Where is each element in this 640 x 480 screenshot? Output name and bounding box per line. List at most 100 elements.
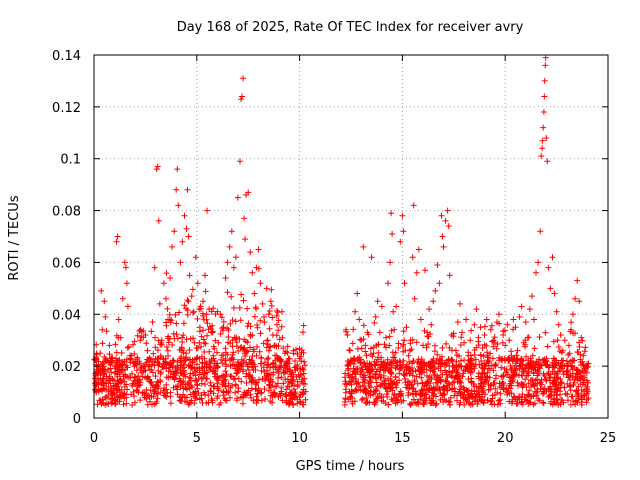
data-point (378, 303, 385, 310)
data-point (289, 378, 295, 385)
data-point (511, 365, 518, 371)
data-point (497, 396, 504, 403)
data-point (380, 398, 387, 405)
data-point (468, 357, 475, 364)
data-point (448, 373, 455, 380)
data-point (563, 358, 570, 364)
data-point (568, 326, 574, 333)
data-point (292, 358, 298, 364)
data-point (98, 361, 105, 368)
data-point (165, 368, 172, 375)
data-point (124, 386, 131, 393)
data-point (391, 391, 398, 397)
data-point (275, 327, 282, 334)
data-point (239, 93, 245, 100)
data-point (513, 371, 520, 378)
data-point (416, 360, 423, 367)
data-point (468, 375, 475, 382)
data-point (274, 364, 280, 371)
data-point (117, 334, 124, 341)
data-point (187, 335, 194, 342)
data-point (361, 379, 368, 386)
data-point (546, 392, 553, 399)
data-point (291, 364, 298, 371)
data-point (549, 254, 556, 261)
data-point (207, 388, 214, 395)
data-point (521, 382, 528, 388)
data-point (398, 364, 405, 370)
data-point (247, 344, 253, 351)
data-point (399, 212, 406, 219)
data-point (150, 350, 157, 357)
data-point (158, 337, 165, 344)
data-point (580, 379, 587, 386)
data-point (458, 334, 465, 341)
data-point (480, 353, 487, 360)
data-point (165, 316, 171, 323)
data-point (493, 345, 500, 352)
data-point (134, 360, 141, 367)
data-point (370, 344, 377, 351)
data-point (362, 372, 368, 379)
data-point (298, 349, 305, 356)
data-point (226, 243, 233, 250)
data-point (236, 335, 243, 342)
data-point (489, 338, 495, 345)
data-point (177, 370, 184, 377)
data-point (454, 371, 461, 378)
data-point (106, 373, 113, 380)
data-point (171, 228, 178, 235)
data-point (105, 383, 112, 390)
data-point (258, 360, 265, 367)
data-point (235, 361, 242, 368)
data-point (257, 317, 264, 324)
data-point (502, 342, 509, 349)
data-point (370, 391, 377, 398)
data-point (153, 398, 160, 405)
data-point (536, 356, 543, 363)
data-point (294, 383, 301, 390)
data-point (543, 358, 549, 365)
data-point (510, 393, 517, 400)
data-point (124, 303, 131, 310)
data-point (406, 370, 413, 377)
data-point (344, 358, 351, 364)
data-point (179, 381, 186, 388)
data-point (414, 399, 421, 406)
data-point (522, 376, 529, 383)
data-point (278, 388, 285, 395)
data-point (414, 359, 421, 366)
data-point (92, 386, 98, 393)
data-point (405, 365, 412, 372)
data-point (375, 349, 382, 356)
data-point (575, 395, 582, 402)
data-point (432, 342, 438, 349)
data-point (459, 373, 466, 380)
data-point (186, 272, 193, 279)
data-point (100, 400, 107, 406)
data-point (366, 360, 373, 367)
data-point (106, 342, 113, 349)
data-point (281, 370, 288, 377)
data-point (225, 380, 232, 387)
data-point (163, 322, 170, 329)
data-point (110, 385, 117, 392)
data-point (368, 254, 375, 261)
data-point (245, 373, 252, 380)
data-point (107, 365, 114, 372)
data-point (506, 337, 513, 344)
y-tick-label: 0 (73, 412, 81, 427)
data-point (196, 306, 203, 313)
data-point (296, 394, 303, 401)
data-point (112, 341, 119, 348)
data-point (278, 323, 285, 330)
data-point (509, 378, 516, 385)
data-point (277, 392, 284, 399)
data-point (434, 262, 441, 268)
data-point (134, 332, 141, 339)
data-point (176, 378, 182, 385)
data-point (222, 275, 229, 281)
data-point (352, 308, 359, 315)
data-point (537, 385, 544, 392)
data-point (518, 303, 525, 310)
